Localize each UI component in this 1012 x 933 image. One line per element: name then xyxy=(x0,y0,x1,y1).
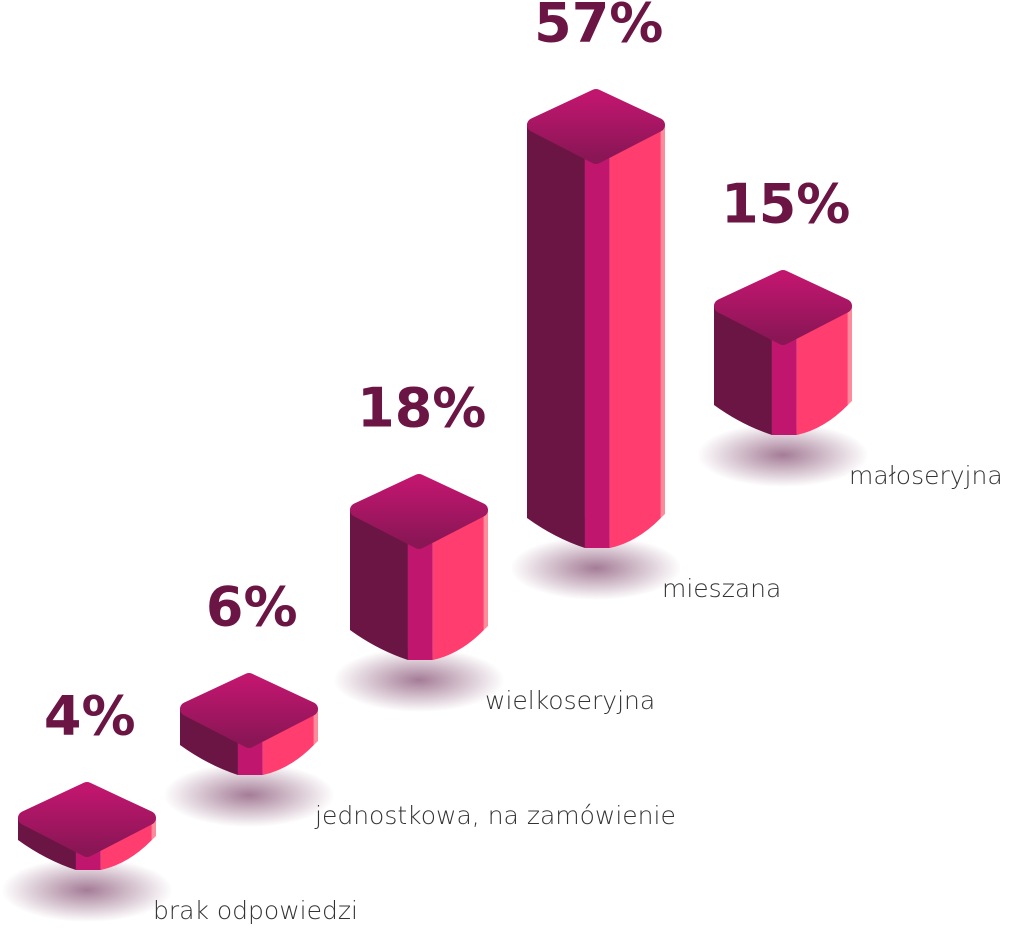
category-label: jednostkowa, na zamówienie xyxy=(314,801,676,830)
bar-edge xyxy=(313,708,318,745)
bar-right-face xyxy=(796,305,848,435)
bar-edge xyxy=(660,124,665,518)
bar-left-face xyxy=(714,305,772,435)
bar-shadow xyxy=(163,763,335,827)
bar-top xyxy=(350,474,488,549)
bar-shadow xyxy=(510,536,682,600)
bar-top xyxy=(527,89,665,164)
bar-edge xyxy=(847,305,852,405)
bar-top xyxy=(714,270,852,345)
value-label: 4% xyxy=(44,685,136,748)
bar-top xyxy=(18,782,156,857)
value-label: 6% xyxy=(206,576,298,639)
bar xyxy=(18,782,156,870)
bar-top xyxy=(180,673,318,748)
bar-shadow xyxy=(697,423,869,487)
category-label: mieszana xyxy=(662,574,781,603)
bar xyxy=(180,673,318,775)
bar-edge xyxy=(483,509,488,630)
category-label: brak odpowiedzi xyxy=(153,896,358,925)
bar-corner xyxy=(584,124,610,548)
bar xyxy=(350,474,488,660)
bar xyxy=(714,270,852,435)
bar-right-face xyxy=(432,509,484,660)
bar xyxy=(527,89,665,548)
bar-left-face xyxy=(527,124,585,548)
value-label: 57% xyxy=(534,0,663,55)
bar-shadow xyxy=(333,648,505,712)
bar-shadow xyxy=(1,858,173,922)
value-label: 15% xyxy=(721,173,850,236)
bar-left-face xyxy=(350,509,408,660)
category-label: wielkoseryjna xyxy=(485,686,655,715)
value-label: 18% xyxy=(357,377,486,440)
bar-right-face xyxy=(609,124,661,548)
category-label: małoseryjna xyxy=(849,461,1003,490)
